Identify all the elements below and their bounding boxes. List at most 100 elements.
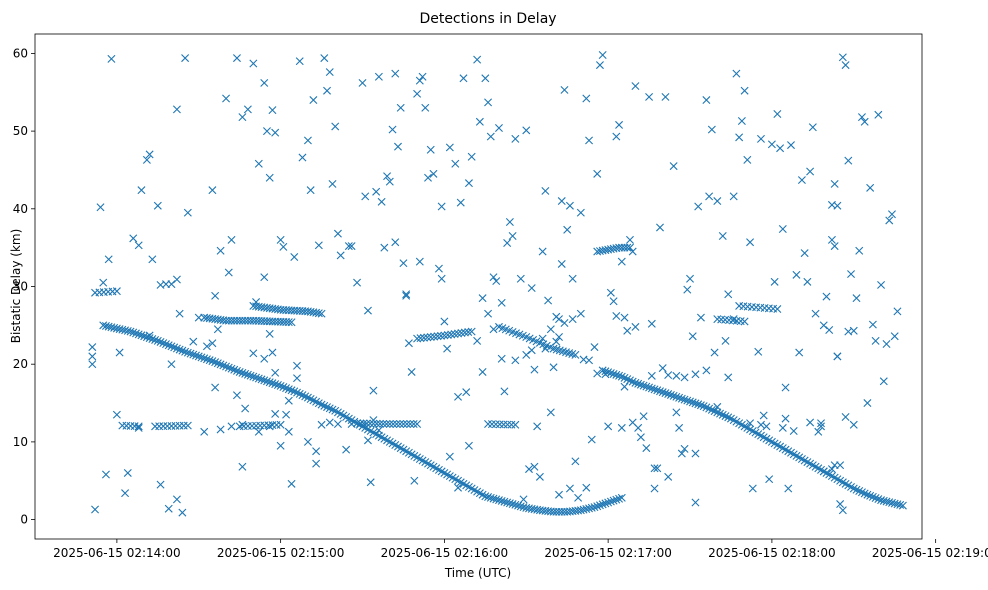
detection-marker [549,363,558,372]
detection-marker [724,290,733,299]
detection-marker [372,187,381,196]
detection-marker [830,242,839,251]
y-axis-label: Bistatic Delay (km) [9,229,23,344]
detection-marker [115,348,124,357]
detection-marker [565,484,574,493]
detection-marker [222,94,231,103]
y-tick-label: 20 [13,357,28,371]
detection-marker [830,461,839,470]
detection-marker [822,292,831,301]
detection-marker [866,491,875,500]
detection-marker [363,306,372,315]
detection-marker [189,350,198,359]
detection-marker [232,54,241,63]
detection-marker [287,479,296,488]
detection-marker [544,296,553,305]
detection-marker [194,352,203,361]
detection-marker [868,320,877,329]
detection-marker [189,337,198,346]
detection-marker [391,238,400,247]
x-tick-label: 2025-06-15 02:18:00 [708,546,835,560]
detection-marker [393,142,402,151]
detection-marker [137,186,146,195]
detection-marker [404,339,413,348]
detection-marker [396,420,405,429]
detection-marker [519,495,528,504]
detection-marker [211,358,220,367]
detection-marker [413,89,422,98]
detection-marker [565,349,574,358]
detection-marker [200,427,209,436]
detection-marker [781,414,790,423]
detection-marker [112,287,121,296]
detection-marker [604,422,613,431]
detection-marker [241,404,250,413]
detection-marker [464,328,473,337]
detection-marker [656,387,664,396]
detection-marker [208,186,217,195]
detection-marker [893,307,902,316]
detection-marker [620,382,629,391]
detection-marker [478,367,487,376]
detection-marker [806,167,815,176]
detection-marker [303,136,312,145]
detection-marker [325,68,334,77]
detection-marker [407,367,416,376]
detection-marker [246,371,255,380]
plot-area [35,34,922,539]
detection-marker [230,365,239,374]
detection-marker [827,235,836,244]
detection-marker [748,484,757,493]
detection-marker [661,92,670,101]
detection-marker [841,61,850,70]
detection-marker [898,501,907,510]
detection-marker [825,326,834,334]
detection-marker [287,318,296,327]
detection-marker [252,298,261,307]
detection-marker [385,177,394,186]
detection-marker [156,337,165,346]
detection-marker [645,383,654,392]
detection-marker [309,96,318,105]
detection-marker [456,198,465,207]
detection-marker [500,387,509,396]
detection-marker [680,444,689,453]
detection-marker [415,257,424,266]
detection-marker [298,391,307,400]
detection-marker [896,500,905,509]
detection-marker [454,329,463,338]
detection-marker [756,420,765,429]
detection-marker [574,493,583,502]
detection-marker [885,216,894,225]
detection-marker [562,348,571,357]
detection-marker [331,122,340,131]
detection-marker [489,273,498,282]
detection-marker [183,208,192,217]
detection-marker [265,422,274,431]
detection-marker [857,113,866,122]
detection-marker [333,420,342,429]
detection-marker [740,86,749,95]
detection-marker [290,252,299,261]
detection-marker [478,294,487,303]
detection-marker [164,504,173,513]
detection-marker [423,333,432,342]
detection-marker [841,413,850,422]
detection-marker [227,422,236,431]
detection-marker [437,274,446,283]
detection-marker [620,313,629,322]
detection-marker [276,420,285,429]
detection-marker [847,270,856,279]
detection-marker [541,186,550,195]
detection-marker [320,401,329,410]
detection-marker [159,339,168,348]
x-tick-label: 2025-06-15 02:17:00 [544,546,671,560]
detection-marker [216,360,225,369]
detection-marker [123,468,132,477]
detection-marker [650,484,659,493]
detection-marker [500,497,509,506]
detection-marker [413,334,422,343]
detection-marker [601,499,610,508]
detection-marker [363,436,372,445]
